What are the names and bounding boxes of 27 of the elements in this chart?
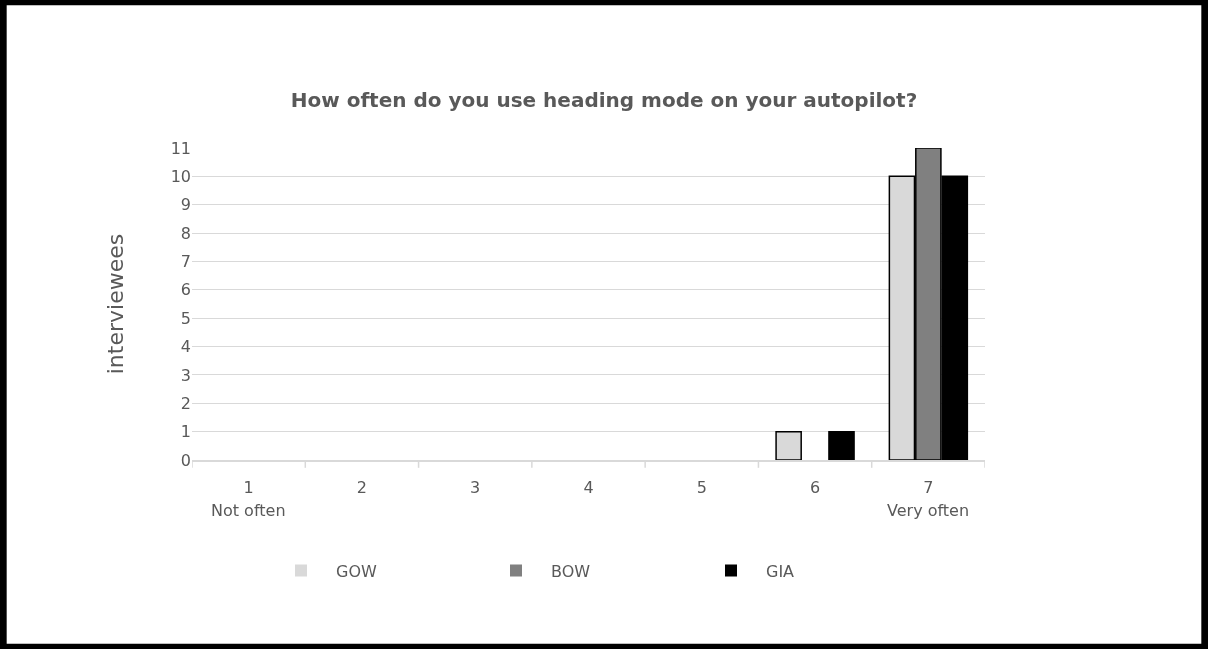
x-tick-label: 5 (696, 478, 707, 498)
y-tick-label: 11 (170, 138, 191, 158)
x-tick-label: 2 (356, 478, 368, 498)
y-tick-label: 2 (180, 393, 191, 413)
y-tick-label: 7 (180, 252, 191, 272)
y-tick-label: 3 (180, 365, 191, 385)
legend-label: BOW (551, 561, 591, 581)
x-tick-label: 6 (809, 478, 821, 498)
x-tick-label: 4 (583, 478, 594, 498)
y-tick-label: 9 (180, 195, 191, 215)
y-tick-label: 6 (180, 280, 191, 300)
y-tick-label: 8 (180, 223, 191, 243)
x-tick-label: 7 (923, 478, 934, 498)
y-tick-label: 5 (180, 308, 191, 328)
legend-label: GIA (766, 561, 795, 581)
text: Not often (211, 501, 286, 520)
y-tick-label: 10 (170, 166, 191, 186)
text: Very often (887, 501, 970, 520)
y-tick-label: 0 (180, 450, 191, 470)
chart-title: How often do you use heading mode on your autopilot? (290, 88, 918, 112)
y-tick-label: 4 (180, 337, 191, 357)
x-tick-label: 3 (470, 478, 481, 498)
x-tick-label: 1 (243, 478, 254, 498)
y-tick-label: 1 (180, 422, 191, 442)
bar (828, 430, 855, 460)
legend-label: GOW (336, 561, 377, 581)
y-axis-title: interviewees (103, 233, 129, 375)
